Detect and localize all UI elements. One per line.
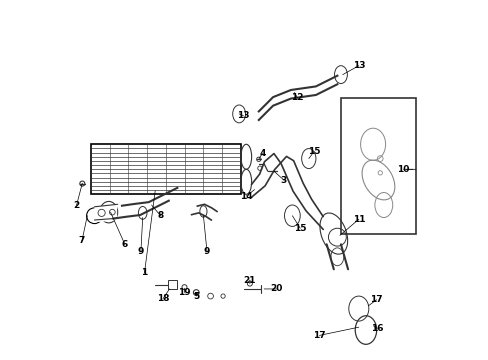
Text: 2: 2	[73, 201, 80, 210]
Text: 20: 20	[270, 284, 282, 293]
Text: 17: 17	[369, 295, 382, 304]
Text: 15: 15	[293, 224, 306, 233]
Text: 19: 19	[178, 288, 190, 297]
Text: 9: 9	[203, 247, 210, 256]
Text: 6: 6	[122, 240, 128, 249]
Text: 10: 10	[396, 165, 409, 174]
Text: 11: 11	[352, 215, 365, 224]
Bar	[91, 144, 241, 194]
Text: 17: 17	[312, 331, 325, 340]
Text: 1: 1	[141, 268, 147, 277]
Text: 8: 8	[157, 211, 163, 220]
Text: 3: 3	[280, 176, 286, 185]
Text: 13: 13	[352, 61, 365, 70]
Text: 12: 12	[290, 93, 303, 102]
Text: 15: 15	[307, 147, 320, 156]
Text: 4: 4	[259, 149, 265, 158]
Text: 13: 13	[237, 111, 249, 120]
Bar	[167, 280, 176, 289]
Bar	[340, 98, 415, 234]
Text: 14: 14	[240, 192, 252, 201]
Text: 5: 5	[193, 292, 199, 301]
Text: 18: 18	[157, 294, 169, 303]
Text: 21: 21	[243, 275, 256, 284]
Text: 7: 7	[79, 236, 85, 245]
Text: 9: 9	[138, 247, 144, 256]
Text: 16: 16	[370, 324, 383, 333]
